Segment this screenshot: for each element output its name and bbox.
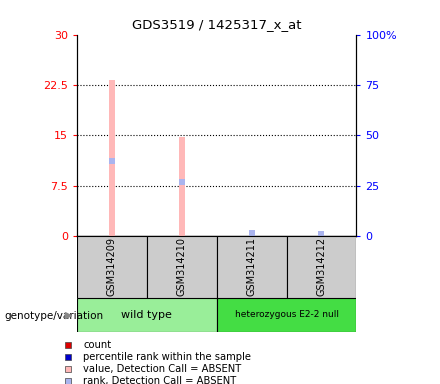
Text: value, Detection Call = ABSENT: value, Detection Call = ABSENT [83, 364, 241, 374]
Text: count: count [83, 340, 111, 350]
Text: genotype/variation: genotype/variation [4, 311, 103, 321]
Bar [77, 298, 217, 332]
Text: GSM314210: GSM314210 [177, 237, 187, 296]
Bar [147, 236, 217, 298]
Text: GSM314209: GSM314209 [107, 237, 117, 296]
Text: heterozygous E2-2 null: heterozygous E2-2 null [235, 310, 338, 319]
Bar [217, 298, 356, 332]
Text: GSM314212: GSM314212 [316, 237, 326, 296]
Bar [77, 236, 147, 298]
Bar [217, 236, 286, 298]
Text: wild type: wild type [121, 310, 172, 320]
Bar [179, 137, 184, 236]
Bar [286, 236, 356, 298]
Bar [109, 79, 115, 236]
Text: rank, Detection Call = ABSENT: rank, Detection Call = ABSENT [83, 376, 236, 384]
Title: GDS3519 / 1425317_x_at: GDS3519 / 1425317_x_at [132, 18, 301, 31]
Text: percentile rank within the sample: percentile rank within the sample [83, 352, 251, 362]
Text: GSM314211: GSM314211 [247, 237, 257, 296]
